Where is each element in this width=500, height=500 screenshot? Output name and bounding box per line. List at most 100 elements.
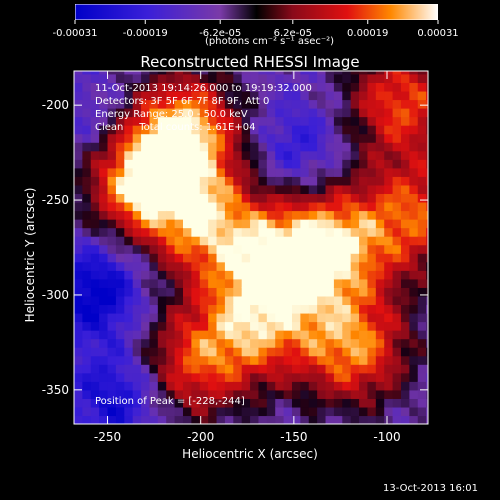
heatmap-cell — [409, 116, 419, 126]
heatmap-cell — [233, 304, 243, 314]
heatmap-cell — [124, 82, 134, 92]
heatmap-cell — [400, 347, 410, 357]
heatmap-cell — [333, 219, 343, 229]
heatmap-cell — [224, 321, 234, 331]
heatmap-cell — [82, 304, 92, 314]
heatmap-cell — [199, 71, 209, 75]
heatmap-cell — [191, 201, 201, 212]
heatmap-cell — [392, 270, 402, 280]
heatmap-cell — [291, 381, 301, 391]
heatmap-cell — [107, 295, 117, 306]
heatmap-cell — [208, 227, 218, 237]
heatmap-cell — [174, 287, 184, 297]
heatmap-cell — [99, 176, 109, 186]
heatmap-cell — [359, 116, 369, 126]
heatmap-cell — [107, 261, 117, 271]
heatmap-cell — [300, 364, 310, 374]
heatmap-cell — [350, 71, 360, 75]
heatmap-cell — [350, 150, 360, 160]
heatmap-cell — [115, 338, 125, 348]
heatmap-cell — [132, 90, 142, 101]
heatmap-cell — [333, 125, 343, 135]
heatmap-cell — [115, 295, 125, 306]
heatmap-cell — [308, 244, 318, 254]
heatmap-cell — [107, 150, 117, 160]
heatmap-cell — [82, 73, 92, 83]
colorbar-ticks: -0.00031 -0.00019 -6.2e-05 6.2e-05 0.00019 0.… — [53, 20, 459, 39]
heatmap-cell — [115, 210, 125, 220]
heatmap-cell — [82, 159, 92, 169]
heatmap-cell — [417, 244, 427, 254]
heatmap-cell — [107, 201, 117, 212]
heatmap-cell — [115, 159, 125, 169]
heatmap-cell — [275, 99, 285, 109]
heatmap-cell — [141, 210, 151, 220]
heatmap-cell — [157, 338, 167, 348]
heatmap-cell — [426, 150, 428, 160]
heatmap-cell — [300, 82, 310, 92]
heatmap-cell — [392, 406, 402, 417]
heatmap-cell — [99, 201, 109, 212]
heatmap-cell — [333, 193, 343, 203]
heatmap-cell — [250, 71, 260, 75]
heatmap-cell — [115, 321, 125, 331]
heatmap-cell — [291, 330, 301, 340]
heatmap-cell — [325, 236, 335, 246]
heatmap-cell — [291, 372, 301, 382]
heatmap-cell — [124, 287, 134, 297]
heatmap-cell — [174, 261, 184, 271]
heatmap-cell — [132, 338, 142, 348]
heatmap-cell — [283, 142, 293, 152]
heatmap-cell — [191, 108, 201, 118]
heatmap-cell — [417, 125, 427, 135]
heatmap-cell — [74, 389, 83, 399]
heatmap-cell — [426, 330, 428, 340]
heatmap-cell — [149, 406, 159, 417]
heatmap-cell — [384, 270, 394, 280]
heatmap-cell — [333, 99, 343, 109]
heatmap-cell — [90, 193, 100, 203]
heatmap-cell — [241, 364, 251, 374]
heatmap-cell — [367, 330, 377, 340]
heatmap-cell — [384, 90, 394, 101]
heatmap-cell — [342, 236, 352, 246]
heatmap-cell — [266, 116, 276, 126]
heatmap-cell — [266, 73, 276, 83]
heatmap-cell — [291, 142, 301, 152]
heatmap-cell — [250, 330, 260, 340]
heatmap-cell — [392, 295, 402, 306]
heatmap-cell — [300, 389, 310, 399]
heatmap-cell — [258, 278, 268, 288]
heatmap-cell — [250, 176, 260, 186]
heatmap-cell — [350, 219, 360, 229]
heatmap-cell — [124, 321, 134, 331]
heatmap-cell — [300, 167, 310, 177]
heatmap-cell — [208, 330, 218, 340]
heatmap-cell — [74, 270, 83, 280]
heatmap-cell — [99, 355, 109, 365]
heatmap-cell — [333, 201, 343, 212]
heatmap-cell — [367, 210, 377, 220]
heatmap-cell — [417, 381, 427, 391]
heatmap-cell — [392, 71, 402, 75]
heatmap-cell — [325, 338, 335, 348]
heatmap-cell — [208, 150, 218, 160]
heatmap-cell — [74, 108, 83, 118]
heatmap-cell — [115, 71, 125, 75]
heatmap-cell — [166, 133, 176, 143]
heatmap-cell — [333, 108, 343, 118]
heatmap-cell — [275, 227, 285, 237]
heatmap-cell — [375, 210, 385, 220]
heatmap-cell — [82, 406, 92, 417]
heatmap-cell — [166, 389, 176, 399]
heatmap-cell — [132, 312, 142, 323]
heatmap-cell — [224, 193, 234, 203]
heatmap-cell — [426, 398, 428, 408]
heatmap-cell — [115, 330, 125, 340]
heatmap-cell — [124, 244, 134, 254]
heatmap-cell — [325, 372, 335, 382]
heatmap-cell — [359, 150, 369, 160]
heatmap-cell — [241, 270, 251, 280]
heatmap-cell — [191, 193, 201, 203]
heatmap-cell — [392, 90, 402, 101]
